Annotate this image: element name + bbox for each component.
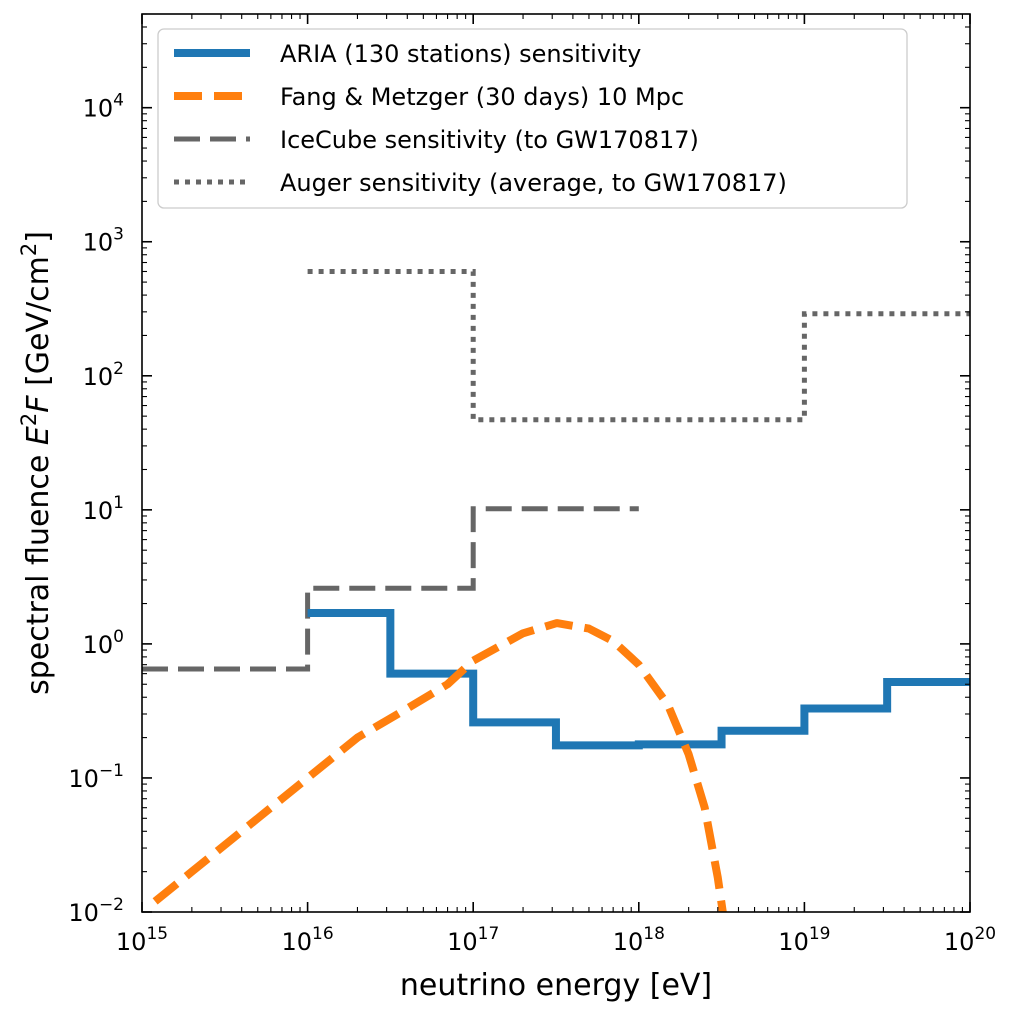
- y-axis-label: spectral fluence E2F [GeV/cm2]: [17, 231, 56, 695]
- plot-frame: [141, 13, 971, 913]
- y-tick-label: 102: [83, 359, 124, 391]
- y-tick-label: 10−1: [68, 761, 124, 793]
- series-line-0: [307, 609, 970, 750]
- x-tick-label: 1018: [613, 924, 665, 956]
- y-tick-label: 101: [83, 493, 124, 525]
- x-tick-label: 1020: [944, 924, 996, 956]
- series-line-2: [142, 506, 639, 672]
- y-tick-label: 100: [83, 627, 124, 659]
- x-tick-label: 1016: [282, 924, 334, 956]
- legend-label-auger: Auger sensitivity (average, to GW170817): [280, 169, 787, 197]
- legend-box: [157, 28, 908, 209]
- legend-label-icecube: IceCube sensitivity (to GW170817): [280, 126, 699, 154]
- ticks-layer: [141, 13, 971, 913]
- legend: ARIA (130 stations) sensitivity Fang & M…: [157, 28, 908, 209]
- y-tick-label: 10−2: [68, 895, 124, 927]
- legend-label-fang-metzger: Fang & Metzger (30 days) 10 Mpc: [280, 83, 684, 111]
- y-tick-label: 103: [83, 225, 124, 257]
- y-tick-labels: 10−2 10−1 100 101 102 103 104: [68, 91, 124, 927]
- y-tick-label: 104: [83, 91, 124, 123]
- x-tick-label: 1017: [447, 924, 499, 956]
- series-line-1: [152, 619, 727, 912]
- x-tick-labels: 1015 1016 1017 1018 1019 1020: [116, 924, 996, 956]
- legend-label-aria: ARIA (130 stations) sensitivity: [280, 40, 641, 68]
- x-tick-label: 1015: [116, 924, 168, 956]
- x-tick-label: 1019: [778, 924, 830, 956]
- series-layer: [142, 268, 970, 912]
- x-axis-label: neutrino energy [eV]: [400, 968, 712, 1003]
